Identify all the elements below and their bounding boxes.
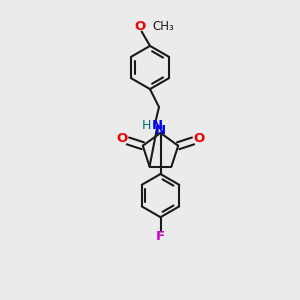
Text: O: O xyxy=(194,132,205,146)
Text: H: H xyxy=(141,119,151,132)
Text: O: O xyxy=(134,20,146,33)
Text: N: N xyxy=(152,119,163,132)
Text: N: N xyxy=(155,124,166,137)
Text: CH₃: CH₃ xyxy=(152,20,174,33)
Text: F: F xyxy=(156,230,165,243)
Text: O: O xyxy=(116,132,127,146)
